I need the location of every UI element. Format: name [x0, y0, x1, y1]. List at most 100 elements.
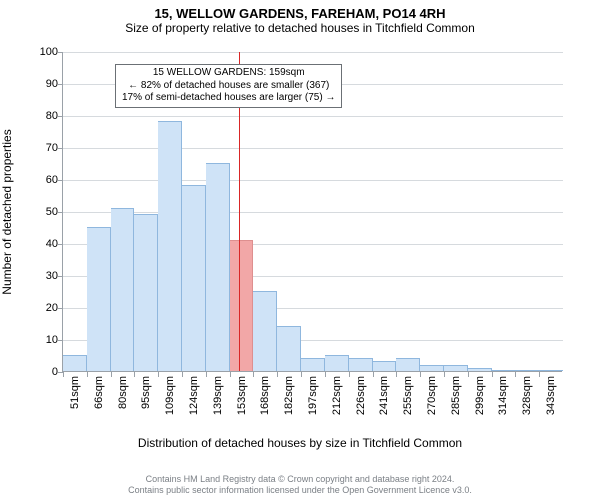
x-tick [63, 372, 64, 377]
x-tick [277, 372, 278, 377]
y-tick-label: 40 [18, 238, 58, 250]
x-tick [444, 372, 445, 377]
x-tick-label: 197sqm [307, 376, 319, 415]
histogram-bar [87, 227, 111, 371]
y-tick [58, 212, 63, 213]
histogram-bar [420, 365, 444, 371]
y-tick [58, 276, 63, 277]
histogram-bar [230, 240, 254, 371]
x-tick [206, 372, 207, 377]
x-tick-label: 66sqm [93, 376, 105, 409]
y-tick [58, 180, 63, 181]
footer-line: Contains public sector information licen… [0, 485, 600, 496]
histogram-bar [111, 208, 135, 371]
histogram-bar [515, 370, 539, 371]
y-tick-label: 60 [18, 174, 58, 186]
x-tick-label: 182sqm [283, 376, 295, 415]
x-tick-label: 270sqm [426, 376, 438, 415]
x-tick-label: 124sqm [188, 376, 200, 415]
gridline [63, 180, 563, 181]
x-tick [396, 372, 397, 377]
annotation-line: 15 WELLOW GARDENS: 159sqm [122, 67, 335, 80]
histogram-bar [134, 214, 158, 371]
y-tick-label: 30 [18, 270, 58, 282]
y-tick-label: 80 [18, 110, 58, 122]
annotation-line: 17% of semi-detached houses are larger (… [122, 92, 335, 105]
y-axis-label: Number of detached properties [0, 129, 14, 294]
histogram-bar [468, 368, 492, 371]
gridline [63, 52, 563, 53]
y-tick-label: 10 [18, 334, 58, 346]
annotation-line: ← 82% of detached houses are smaller (36… [122, 80, 335, 93]
y-tick [58, 148, 63, 149]
y-tick-label: 90 [18, 78, 58, 90]
x-tick [468, 372, 469, 377]
histogram-bar [301, 358, 325, 371]
histogram-bar [539, 370, 563, 371]
footer-attribution: Contains HM Land Registry data © Crown c… [0, 474, 600, 497]
histogram-bar [373, 361, 397, 371]
y-tick-label: 0 [18, 366, 58, 378]
y-tick [58, 308, 63, 309]
x-tick [539, 372, 540, 377]
x-tick [87, 372, 88, 377]
x-tick-label: 299sqm [474, 376, 486, 415]
histogram-bar [492, 370, 516, 371]
y-tick-label: 100 [18, 46, 58, 58]
x-tick [134, 372, 135, 377]
chart-title: 15, WELLOW GARDENS, FAREHAM, PO14 4RH [0, 6, 600, 21]
x-tick-label: 255sqm [402, 376, 414, 415]
x-tick [301, 372, 302, 377]
histogram-bar [444, 365, 468, 371]
x-tick-label: 95sqm [140, 376, 152, 409]
x-tick-label: 109sqm [164, 376, 176, 415]
gridline [63, 212, 563, 213]
histogram-bar [325, 355, 349, 371]
histogram-bar [277, 326, 301, 371]
gridline [63, 116, 563, 117]
x-tick [515, 372, 516, 377]
y-tick [58, 52, 63, 53]
footer-line: Contains HM Land Registry data © Crown c… [0, 474, 600, 485]
y-tick [58, 340, 63, 341]
x-axis-label: Distribution of detached houses by size … [0, 436, 600, 450]
x-tick-label: 328sqm [521, 376, 533, 415]
gridline [63, 148, 563, 149]
y-tick [58, 84, 63, 85]
histogram-bar [158, 121, 182, 371]
histogram-bar [206, 163, 230, 371]
x-tick-label: 285sqm [450, 376, 462, 415]
chart-subtitle: Size of property relative to detached ho… [0, 21, 600, 35]
chart-title-block: 15, WELLOW GARDENS, FAREHAM, PO14 4RH Si… [0, 0, 600, 35]
histogram-bar [396, 358, 420, 371]
histogram-bar [349, 358, 373, 371]
x-tick-label: 343sqm [545, 376, 557, 415]
x-tick-label: 168sqm [259, 376, 271, 415]
y-tick-label: 20 [18, 302, 58, 314]
x-tick-label: 226sqm [355, 376, 367, 415]
plot-area: 010203040506070809010051sqm66sqm80sqm95s… [62, 52, 562, 372]
x-tick [492, 372, 493, 377]
x-tick [158, 372, 159, 377]
x-tick [230, 372, 231, 377]
y-tick-label: 50 [18, 206, 58, 218]
y-tick-label: 70 [18, 142, 58, 154]
x-tick-label: 51sqm [69, 376, 81, 409]
annotation-box: 15 WELLOW GARDENS: 159sqm← 82% of detach… [115, 64, 342, 108]
x-tick-label: 139sqm [212, 376, 224, 415]
y-tick [58, 116, 63, 117]
x-tick [182, 372, 183, 377]
histogram-bar [63, 355, 87, 371]
x-tick [325, 372, 326, 377]
x-tick-label: 153sqm [236, 376, 248, 415]
x-tick [349, 372, 350, 377]
y-tick [58, 244, 63, 245]
x-tick [373, 372, 374, 377]
x-tick-label: 314sqm [497, 376, 509, 415]
x-tick [253, 372, 254, 377]
x-tick-label: 80sqm [117, 376, 129, 409]
x-tick-label: 241sqm [378, 376, 390, 415]
x-tick-label: 212sqm [331, 376, 343, 415]
histogram-bar [253, 291, 277, 371]
x-tick [111, 372, 112, 377]
